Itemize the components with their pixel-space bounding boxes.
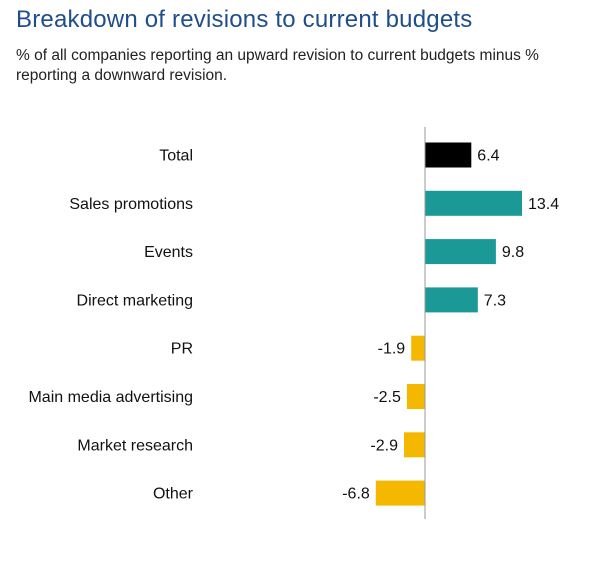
value-label: -1.9 xyxy=(378,341,406,358)
value-labels-group: 6.4 13.4 9.8 7.3 -1.9 -2.5 -2.9 -6.8 xyxy=(342,148,559,503)
category-label: Other xyxy=(153,486,194,503)
bar-other xyxy=(375,480,425,506)
chart-subtitle: % of all companies reporting an upward r… xyxy=(16,47,539,84)
category-label: Total xyxy=(159,148,193,165)
bar-total xyxy=(425,142,472,168)
bar-direct-marketing xyxy=(425,287,478,313)
bar-main-media-advertising xyxy=(406,384,425,409)
category-label: Market research xyxy=(77,437,193,454)
value-label: -6.8 xyxy=(342,486,370,503)
category-labels-group: Total Sales promotions Events Direct market… xyxy=(28,148,193,503)
category-label: Main media advertising xyxy=(28,389,193,406)
category-label: Sales promotions xyxy=(69,196,193,213)
category-label: Direct marketing xyxy=(77,292,193,309)
value-label: 9.8 xyxy=(502,244,524,261)
category-label: Events xyxy=(144,244,193,261)
bar-sales-promotions xyxy=(425,190,522,216)
value-label: 6.4 xyxy=(477,148,499,165)
bars-group xyxy=(375,142,522,506)
bar-market-research xyxy=(404,432,425,458)
bar-pr xyxy=(411,335,425,361)
bar-events xyxy=(425,239,496,265)
value-label: 13.4 xyxy=(528,196,559,213)
category-label: PR xyxy=(171,341,193,358)
value-label: 7.3 xyxy=(484,292,506,309)
value-label: -2.5 xyxy=(373,389,401,406)
chart-title: Breakdown of revisions to current budget… xyxy=(16,6,473,33)
value-label: -2.9 xyxy=(370,437,398,454)
